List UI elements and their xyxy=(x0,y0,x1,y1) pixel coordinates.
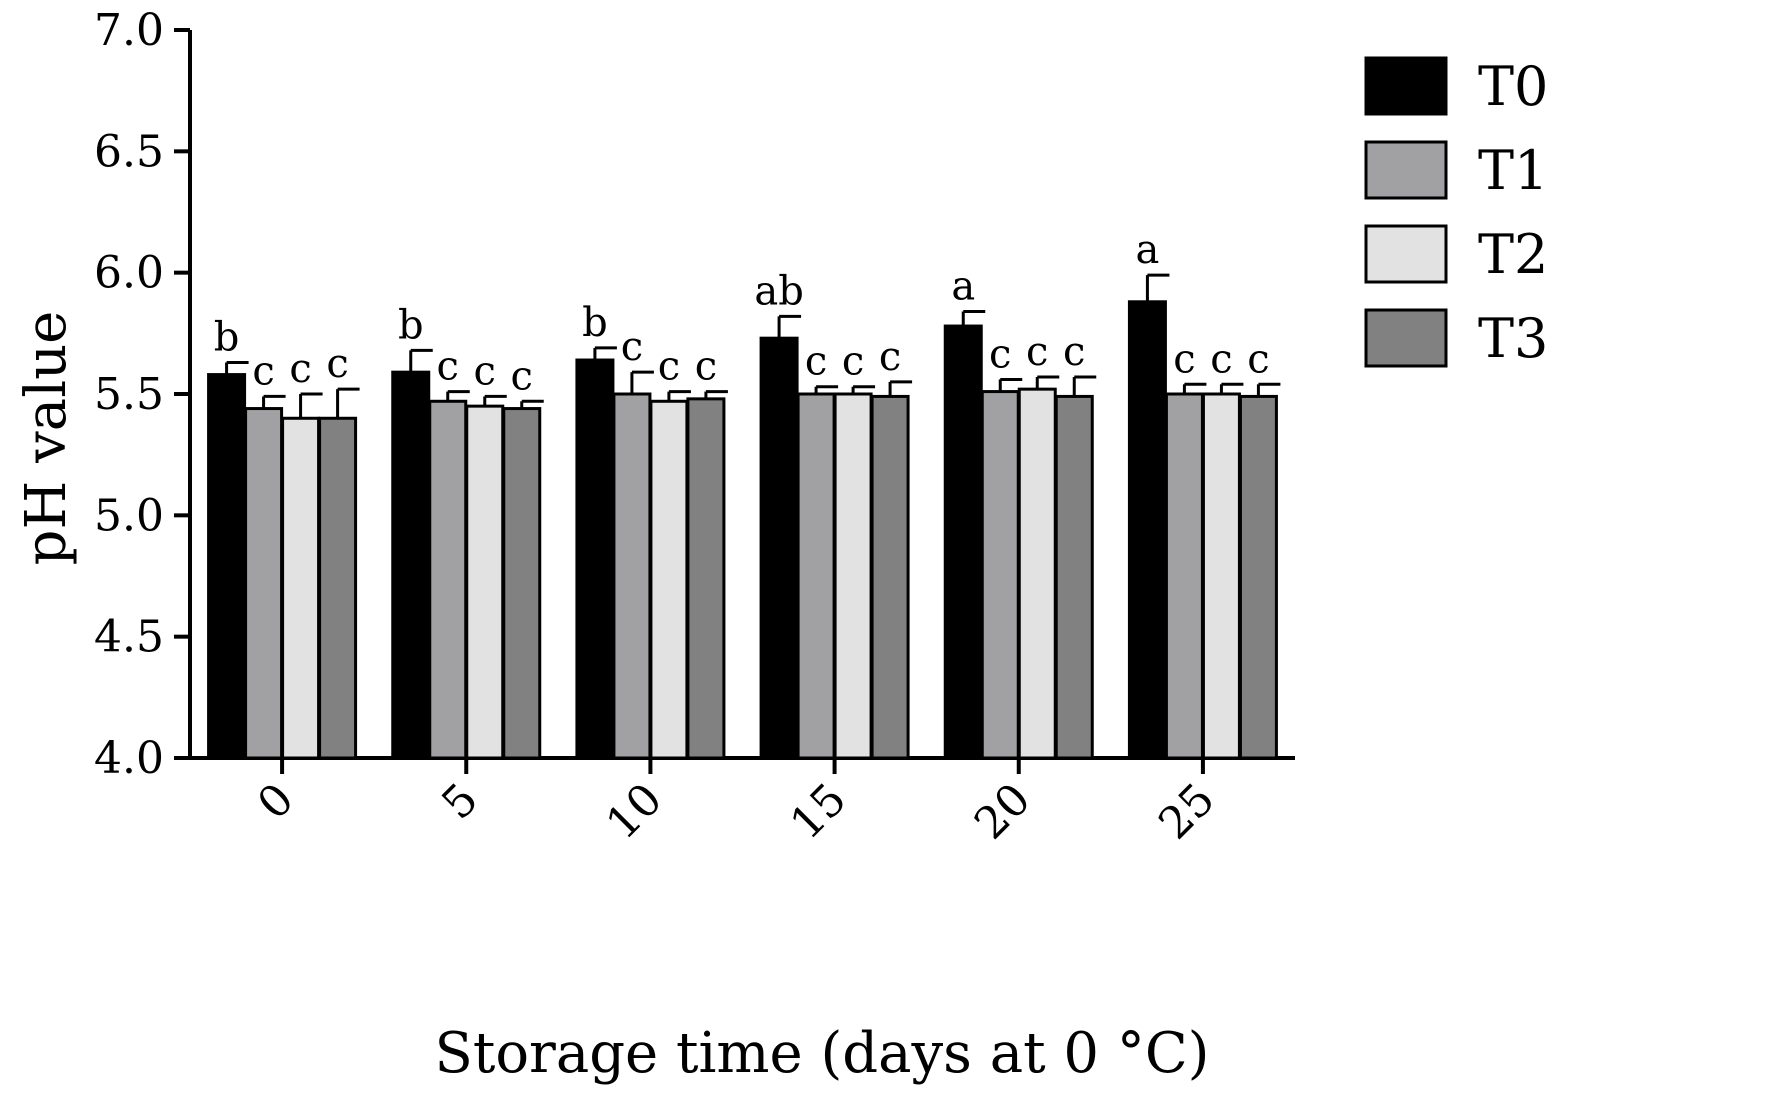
significance-label: c xyxy=(658,344,680,390)
legend-swatch-t1 xyxy=(1364,140,1448,200)
significance-label: a xyxy=(1135,227,1159,273)
x-tick-label: 15 xyxy=(781,774,857,850)
bar-t0 xyxy=(1127,300,1167,760)
bar-t1 xyxy=(980,390,1020,760)
legend-label-t2: T2 xyxy=(1478,223,1548,286)
significance-label: c xyxy=(289,346,311,392)
y-tick-label: 5.0 xyxy=(94,490,164,541)
significance-label: c xyxy=(1210,336,1232,382)
bar-t1 xyxy=(1164,392,1204,760)
bar-t2 xyxy=(649,399,689,760)
y-tick-label: 7.0 xyxy=(94,5,164,56)
significance-label: c xyxy=(989,331,1011,377)
bar-t1 xyxy=(612,392,652,760)
significance-label: c xyxy=(695,344,717,390)
bar-t2 xyxy=(1017,387,1057,760)
bar-t0 xyxy=(391,370,431,760)
significance-label: b xyxy=(398,302,424,348)
legend: T0 T1 T2 T3 xyxy=(1364,55,1548,370)
bar-t1 xyxy=(796,392,836,760)
significance-label: c xyxy=(252,348,274,394)
x-tick-label: 5 xyxy=(432,774,488,830)
bar-t0 xyxy=(575,358,615,760)
significance-label: c xyxy=(437,344,459,390)
significance-label: b xyxy=(214,314,240,360)
x-axis-title: Storage time (days at 0 °C) xyxy=(434,1021,1209,1086)
y-tick-label: 6.5 xyxy=(94,126,164,177)
y-axis-title: pH value xyxy=(14,311,79,566)
significance-label: c xyxy=(879,334,901,380)
significance-label: c xyxy=(1173,336,1195,382)
legend-swatch-t2 xyxy=(1364,224,1448,284)
x-tick-label: 0 xyxy=(248,774,304,830)
significance-label: c xyxy=(1247,336,1269,382)
bar-t3 xyxy=(686,397,726,760)
bar-t0 xyxy=(207,373,247,760)
error-bars-layer xyxy=(225,273,1281,419)
bar-t0 xyxy=(943,324,983,760)
significance-label: c xyxy=(326,341,348,387)
x-tick-label: 25 xyxy=(1149,774,1225,850)
bar-t2 xyxy=(281,416,321,760)
significance-label: c xyxy=(1026,329,1048,375)
significance-label: c xyxy=(511,353,533,399)
bar-t3 xyxy=(318,416,358,760)
x-tick-label: 20 xyxy=(965,774,1041,850)
significance-label: c xyxy=(842,339,864,385)
y-tick-label: 4.0 xyxy=(94,733,164,784)
bar-t1 xyxy=(244,407,284,760)
bar-t3 xyxy=(1238,394,1278,760)
bars-layer xyxy=(207,300,1278,760)
significance-label: a xyxy=(951,263,975,309)
bar-t2 xyxy=(465,404,505,760)
bar-t0 xyxy=(759,336,799,760)
legend-label-t1: T1 xyxy=(1478,139,1548,202)
significance-label: c xyxy=(805,339,827,385)
significance-label: ab xyxy=(754,268,803,314)
bar-t2 xyxy=(1201,392,1241,760)
legend-label-t3: T3 xyxy=(1478,307,1548,370)
y-tick-label: 4.5 xyxy=(94,612,164,663)
x-tick-label: 10 xyxy=(597,774,673,850)
bar-t1 xyxy=(428,399,468,760)
bar-t3 xyxy=(870,394,910,760)
legend-swatch-t3 xyxy=(1364,308,1448,368)
legend-swatch-t0 xyxy=(1364,56,1448,116)
legend-label-t0: T0 xyxy=(1478,55,1548,118)
y-tick-label: 5.5 xyxy=(94,369,164,420)
significance-label: c xyxy=(474,348,496,394)
bar-t2 xyxy=(833,392,873,760)
bar-t3 xyxy=(502,407,542,760)
significance-label: b xyxy=(582,300,608,346)
y-tick-label: 6.0 xyxy=(94,248,164,299)
significance-label: c xyxy=(621,324,643,370)
bar-t3 xyxy=(1054,394,1094,760)
significance-label: c xyxy=(1063,329,1085,375)
